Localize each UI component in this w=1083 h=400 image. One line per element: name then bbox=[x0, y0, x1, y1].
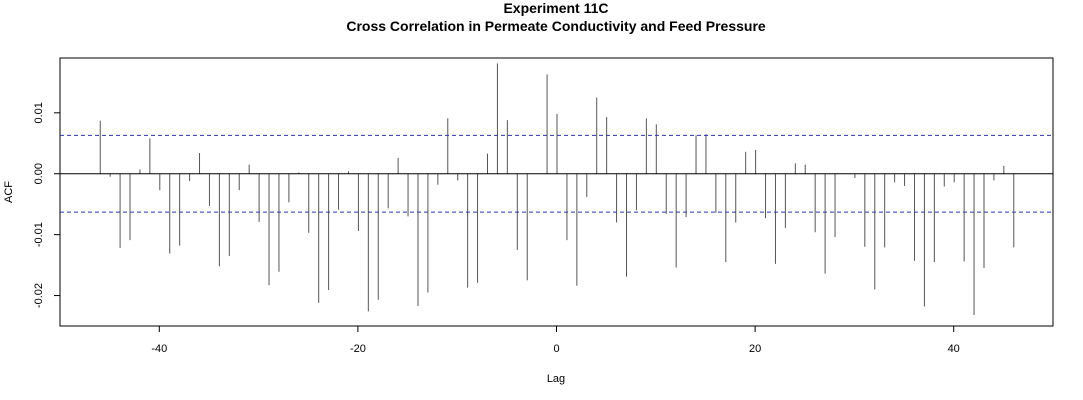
chart-title: Experiment 11C bbox=[503, 0, 608, 16]
x-axis: -40 -20 0 20 40 bbox=[151, 326, 960, 355]
reference-lines bbox=[60, 134, 1053, 213]
y-axis-label: ACF bbox=[3, 181, 15, 203]
x-tick-label: -20 bbox=[350, 343, 366, 355]
bars-group bbox=[99, 63, 1015, 316]
y-axis: -0.02 -0.01 0.00 0.01 bbox=[33, 102, 60, 308]
y-tick-label: 0.01 bbox=[33, 102, 45, 123]
x-tick-label: 40 bbox=[948, 343, 960, 355]
y-tick-label: 0.00 bbox=[33, 163, 45, 184]
x-tick-label: 0 bbox=[553, 343, 559, 355]
y-tick-label: -0.02 bbox=[33, 283, 45, 308]
x-axis-label: Lag bbox=[547, 373, 565, 385]
x-tick-label: -40 bbox=[151, 343, 167, 355]
x-tick-label: 20 bbox=[749, 343, 761, 355]
y-tick-label: -0.01 bbox=[33, 222, 45, 247]
chart-subtitle: Cross Correlation in Permeate Conductivi… bbox=[346, 18, 766, 34]
